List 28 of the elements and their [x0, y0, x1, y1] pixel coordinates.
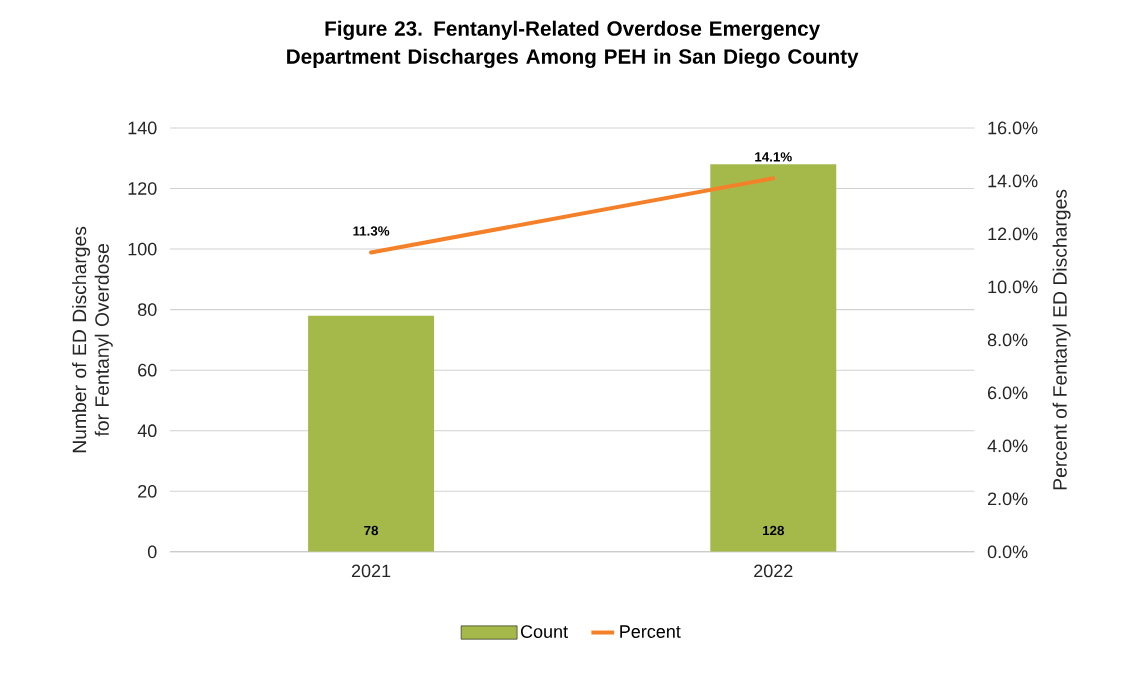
data-label: 11.3%	[353, 226, 390, 236]
y-tick-label: 120	[128, 182, 157, 195]
y-tick-label: 60	[138, 363, 157, 377]
y2-tick-label: 2.0%	[988, 492, 1028, 506]
y-tick-label: 0	[147, 545, 157, 559]
y2-tick-label: 16.0%	[988, 121, 1038, 135]
y2-axis-title: Percent of Fentanyl ED Discharges	[1052, 189, 1071, 490]
y-tick-label: 20	[138, 484, 157, 498]
x-tick-label: 2022	[754, 564, 793, 578]
y2-tick-label: 8.0%	[987, 333, 1028, 347]
data-label: 128	[763, 525, 784, 536]
y-tick-label: 40	[137, 424, 157, 438]
legend-label: Count	[520, 625, 568, 638]
y2-tick-label: 12.0%	[988, 227, 1038, 241]
y-tick-label: 140	[128, 121, 157, 135]
data-label: 14.1%	[755, 152, 792, 162]
legend-label: Percent	[620, 625, 681, 638]
y2-tick-label: 6.0%	[988, 386, 1028, 400]
chart-title: Figure 23. Fentanyl-Related Overdose Emergency Department Discharges Among PEH in San Diego County	[287, 20, 859, 68]
y-tick-label: 80	[138, 303, 157, 316]
x-tick-label: 2021	[351, 564, 391, 578]
y-axis-title: Number of ED Discharges for Fentanyl Overdose	[72, 226, 113, 453]
y2-tick-label: 10.0%	[988, 280, 1038, 294]
y2-tick-label: 14.0%	[988, 174, 1038, 188]
y2-tick-label: 4.0%	[987, 439, 1028, 453]
y2-tick-label: 0.0%	[987, 545, 1028, 559]
y-tick-label: 100	[128, 242, 157, 256]
data-label: 78	[364, 525, 379, 536]
